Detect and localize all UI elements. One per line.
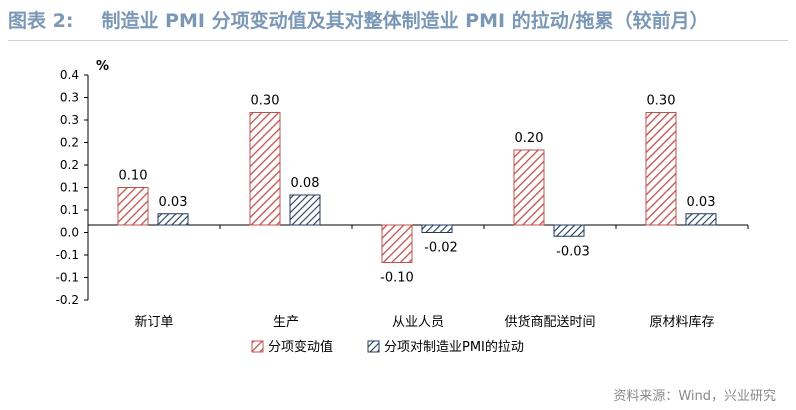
bar-change bbox=[513, 149, 545, 226]
y-tick-label: 0.1 bbox=[60, 181, 79, 195]
data-label: 0.30 bbox=[647, 94, 676, 109]
y-tick-label: 0.4 bbox=[60, 68, 79, 82]
bar-contribution bbox=[157, 213, 189, 226]
bar-change bbox=[249, 112, 281, 226]
x-category-label: 从业人员 bbox=[392, 315, 444, 330]
y-unit-label: % bbox=[96, 59, 109, 74]
data-label: 0.10 bbox=[119, 169, 148, 184]
bar-contribution bbox=[685, 213, 717, 226]
y-tick-label: 0.0 bbox=[60, 226, 79, 240]
data-label: 0.08 bbox=[291, 176, 320, 191]
y-tick-label: -0.2 bbox=[56, 293, 79, 307]
legend-label: 分项对制造业PMI的拉动 bbox=[384, 339, 524, 355]
data-label: -0.02 bbox=[424, 241, 458, 256]
source-note: 资料来源：Wind，兴业研究 bbox=[613, 389, 776, 404]
legend-label: 分项变动值 bbox=[268, 339, 333, 355]
legend-swatch bbox=[367, 340, 380, 353]
figure-title: 制造业 PMI 分项变动值及其对整体制造业 PMI 的拉动/拖累（较前月） bbox=[101, 10, 709, 32]
bar-change bbox=[117, 187, 149, 226]
bar-contribution bbox=[289, 194, 321, 226]
bar-contribution bbox=[553, 224, 585, 237]
chart-labels: 0.10 0.03 0.30 0.08 -0.10 -0.02 0.20 -0.03 0.30 0… bbox=[119, 94, 716, 286]
chart-axes: % 0.4 0.3 0.3 0.2 0.2 0.1 0.1 0.0 -0.1 -0.1 -0.2 新订单… bbox=[56, 59, 749, 330]
bar-change bbox=[645, 112, 677, 226]
chart-legend: 分项变动值 分项对制造业PMI的拉动 bbox=[251, 339, 524, 355]
figure-number: 图表 2: bbox=[8, 10, 74, 32]
data-label: 0.03 bbox=[159, 195, 188, 210]
data-label: -0.03 bbox=[556, 244, 590, 259]
bar-change bbox=[381, 224, 413, 263]
y-tick-label: -0.1 bbox=[56, 271, 79, 285]
data-label: -0.10 bbox=[380, 271, 414, 286]
data-label: 0.20 bbox=[515, 131, 544, 146]
y-tick-label: 0.3 bbox=[60, 113, 79, 127]
title-divider bbox=[8, 40, 788, 41]
bar-contribution bbox=[421, 224, 453, 233]
data-label: 0.30 bbox=[251, 94, 280, 109]
legend-swatch bbox=[251, 340, 264, 353]
data-label: 0.03 bbox=[687, 195, 716, 210]
chart-bars bbox=[117, 112, 717, 263]
x-category-label: 新订单 bbox=[134, 314, 173, 330]
y-tick-label: 0.2 bbox=[60, 158, 79, 172]
y-tick-label: 0.1 bbox=[60, 203, 79, 217]
x-category-label: 原材料库存 bbox=[649, 314, 714, 330]
y-tick-label: 0.2 bbox=[60, 136, 79, 150]
chart-title: 图表 2: 制造业 PMI 分项变动值及其对整体制造业 PMI 的拉动/拖累（较前… bbox=[8, 6, 788, 32]
y-tick-label: -0.1 bbox=[56, 248, 79, 262]
x-category-label: 生产 bbox=[273, 315, 299, 330]
x-category-label: 供货商配送时间 bbox=[504, 314, 595, 330]
y-tick-label: 0.3 bbox=[60, 91, 79, 105]
